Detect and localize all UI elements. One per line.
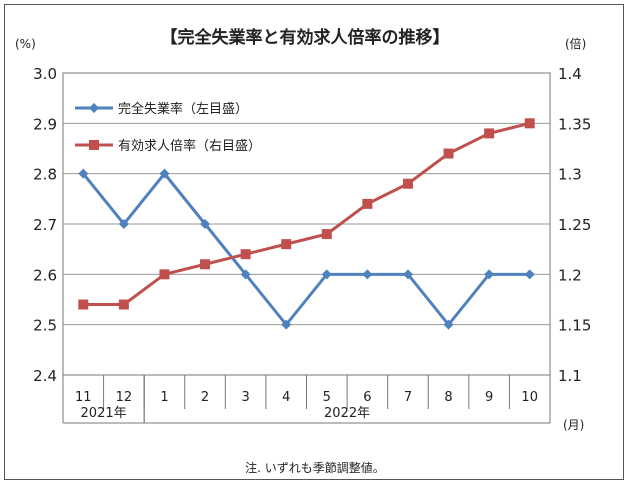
series-line-2 xyxy=(83,121,531,307)
series-point-1 xyxy=(321,269,332,280)
series-point-1 xyxy=(484,269,495,280)
right-tick-label: 1.15 xyxy=(558,317,591,335)
x-tick-label: 8 xyxy=(444,390,452,405)
legend-label: 完全失業率（左目盛） xyxy=(118,101,248,117)
series-point-1 xyxy=(443,319,454,330)
series-point-1 xyxy=(200,219,211,229)
legend-marker xyxy=(89,140,99,150)
series-point-1 xyxy=(362,269,373,280)
axes: 2.4 1.1 2.5 1.15 2.6 1.2 2.7 1.25 2.8 1.3 2.9 1.35 3… xyxy=(33,65,591,424)
x-tick-label: 2 xyxy=(201,390,209,405)
left-axis-unit: (%) xyxy=(15,37,36,51)
series-point-1 xyxy=(281,319,292,330)
series-point-1 xyxy=(402,269,413,280)
right-tick-label: 1.4 xyxy=(558,65,582,83)
series-point-2 xyxy=(78,299,89,310)
series-point-2 xyxy=(118,299,129,310)
year-label: 2022年 xyxy=(324,406,370,421)
year-label: 2021年 xyxy=(81,406,127,421)
legend-marker xyxy=(89,103,99,113)
left-tick-label: 2.5 xyxy=(33,317,57,335)
left-tick-label: 2.8 xyxy=(33,166,57,184)
right-tick-label: 1.1 xyxy=(558,367,582,385)
x-tick-label: 10 xyxy=(521,390,538,405)
series-line-1 xyxy=(82,171,530,328)
legend: 完全失業率（左目盛） 有効求人倍率（右目盛） xyxy=(75,101,261,154)
series-point-2 xyxy=(321,229,332,240)
x-tick-label: 3 xyxy=(241,390,249,405)
series-point-1 xyxy=(240,269,251,280)
x-tick-label: 9 xyxy=(485,390,493,405)
x-tick-label: 7 xyxy=(404,390,412,405)
right-tick-label: 1.25 xyxy=(558,216,591,234)
series-point-1 xyxy=(78,168,89,179)
chart-note: 注. いずれも季節調整値。 xyxy=(245,460,385,475)
right-tick-label: 1.35 xyxy=(558,115,591,133)
grid-lines xyxy=(63,72,550,376)
series-point-2 xyxy=(402,178,413,189)
series-point-2 xyxy=(443,148,454,159)
chart-title: 【完全失業率と有効求人倍率の推移】 xyxy=(161,27,450,48)
x-tick-label: 11 xyxy=(75,390,92,405)
right-tick-label: 1.3 xyxy=(558,166,582,184)
series-point-2 xyxy=(240,249,251,260)
x-tick-label: 6 xyxy=(363,390,371,405)
x-tick-label: 5 xyxy=(323,390,331,405)
x-tick-label: 4 xyxy=(282,390,290,405)
series-point-1 xyxy=(118,219,129,229)
left-tick-label: 3.0 xyxy=(33,65,57,83)
series-point-2 xyxy=(159,269,170,280)
series-point-1 xyxy=(524,269,535,280)
chart-svg: 【完全失業率と有効求人倍率の推移】 (%) (倍) (月) 注. いずれも季節調… xyxy=(15,27,591,475)
series-point-2 xyxy=(524,118,535,129)
series-point-2 xyxy=(200,259,211,270)
x-tick-label: 12 xyxy=(116,390,133,405)
left-tick-label: 2.4 xyxy=(33,367,57,385)
series-point-2 xyxy=(362,198,373,209)
left-tick-label: 2.9 xyxy=(33,115,57,133)
x-tick-label: 1 xyxy=(160,390,168,405)
series-layer xyxy=(78,118,535,330)
series-point-1 xyxy=(159,168,170,179)
series-point-2 xyxy=(281,239,292,250)
left-tick-label: 2.6 xyxy=(33,266,57,284)
series-point-2 xyxy=(484,128,495,139)
right-axis-unit: (倍) xyxy=(565,36,586,51)
right-tick-label: 1.2 xyxy=(558,266,582,284)
legend-label: 有効求人倍率（右目盛） xyxy=(118,138,261,154)
left-tick-label: 2.7 xyxy=(33,216,57,234)
x-axis-unit: (月) xyxy=(563,418,584,432)
chart-frame: 【完全失業率と有効求人倍率の推移】 (%) (倍) (月) 注. いずれも季節調… xyxy=(4,4,624,480)
